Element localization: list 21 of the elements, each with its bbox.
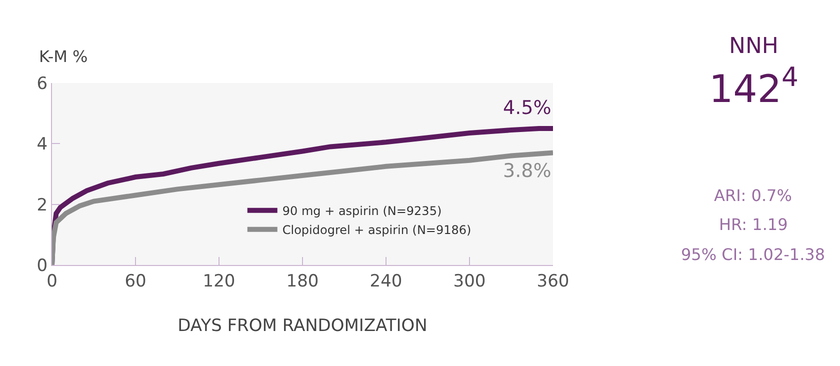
x-axis-title: DAYS FROM RANDOMIZATION xyxy=(178,316,428,336)
x-tick-label: 300 xyxy=(453,271,486,292)
text: NNH xyxy=(729,34,778,59)
x-tick-label: 60 xyxy=(124,271,146,292)
x-tick-label: 120 xyxy=(202,271,236,292)
x-tick-label: 240 xyxy=(370,271,402,292)
x-tick-label: 360 xyxy=(536,271,570,292)
annotation: 4.5% xyxy=(503,97,552,119)
text: 95% CI: 1.02-1.38 xyxy=(681,245,826,264)
text: ARI: 0.7% xyxy=(714,186,792,205)
y-axis-title: K-M % xyxy=(39,47,88,66)
y-tick-label: 0 xyxy=(36,256,48,276)
y-tick-label: 2 xyxy=(36,195,48,216)
text: HR: 1.19 xyxy=(719,215,788,234)
annotation: 3.8% xyxy=(503,160,552,182)
y-tick-label: 4 xyxy=(36,134,48,155)
legend-label: 90 mg + aspirin (N=9235) xyxy=(282,204,442,218)
legend-label: Clopidogrel + aspirin (N=9186) xyxy=(282,223,472,238)
x-tick-label: 180 xyxy=(286,271,319,292)
text: 142$^{4}$ xyxy=(709,62,798,111)
y-tick-label: 6 xyxy=(36,74,48,94)
